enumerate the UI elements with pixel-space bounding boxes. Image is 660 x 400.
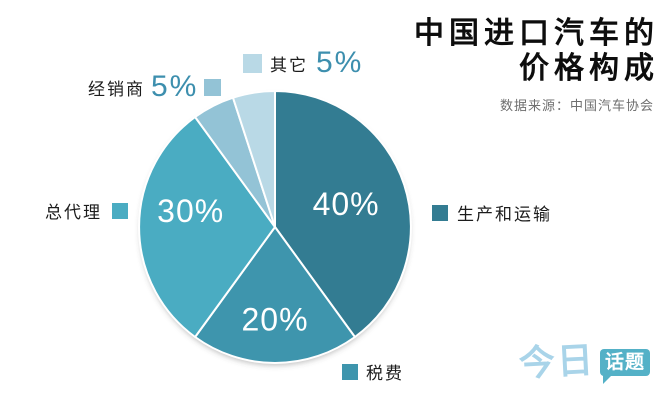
pie-slice-其它[interactable]: [232, 90, 276, 228]
header: 中国进口汽车的 价格构成 数据来源：中国汽车协会: [414, 16, 654, 114]
label-others-percent: 5%: [316, 46, 364, 79]
label-general-agent: 总代理: [45, 198, 128, 223]
logo-jinri-text: 今日: [517, 339, 597, 384]
logo-huati-badge: 话题: [600, 348, 651, 384]
pie-slice-总代理[interactable]: [138, 116, 276, 338]
pie-percent-label: 40%: [313, 186, 380, 222]
label-dealer-percent: 5%: [151, 70, 199, 103]
label-production-transport: 生产和运输: [432, 200, 552, 225]
pie-percent-label: 30%: [157, 193, 224, 229]
label-others-text: 其它: [270, 55, 308, 75]
data-source: 数据来源：中国汽车协会: [499, 98, 654, 113]
label-others: 其它 5%: [243, 46, 363, 80]
pie-slice-生产和运输[interactable]: [274, 90, 412, 338]
page-title-line-2: 价格构成: [519, 52, 659, 85]
swatch-dealer: [204, 78, 222, 96]
swatch-others: [243, 53, 262, 73]
label-taxes: 税费: [342, 359, 404, 384]
brand-logo: 今日 话题: [517, 339, 651, 384]
label-taxes-text: 税费: [366, 364, 404, 383]
swatch-general-agent: [112, 202, 128, 219]
pie-percent-label: 20%: [241, 302, 308, 338]
pie-slice-税费[interactable]: [194, 226, 356, 364]
label-dealer-text: 经销商: [88, 79, 145, 99]
label-dealer: 经销商 5%: [88, 70, 222, 104]
page-title-line-1: 中国进口汽车的: [414, 17, 659, 50]
swatch-production-transport: [432, 204, 448, 221]
label-general-agent-text: 总代理: [45, 203, 102, 222]
label-production-transport-text: 生产和运输: [457, 205, 552, 224]
swatch-taxes: [342, 363, 358, 380]
